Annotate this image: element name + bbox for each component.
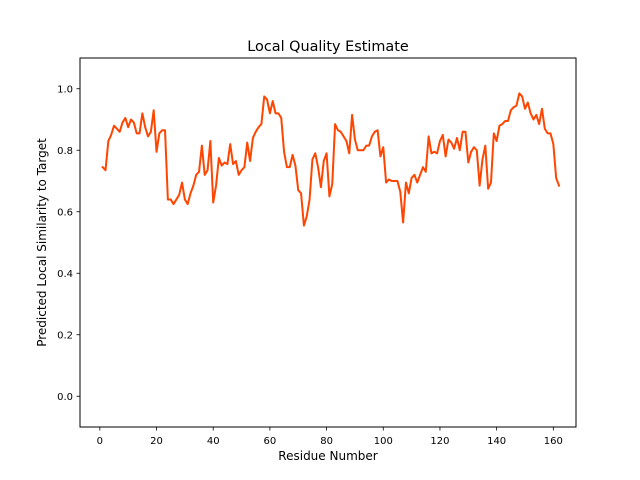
x-tick-label: 40 bbox=[207, 436, 220, 447]
y-tick-label: 0.4 bbox=[57, 269, 73, 280]
x-tick-label: 0 bbox=[97, 436, 103, 447]
x-axis-ticks: 0 20 40 60 80 100 120 140 160 bbox=[97, 427, 563, 447]
series-line bbox=[101, 92, 561, 227]
x-tick-label: 160 bbox=[544, 436, 563, 447]
x-axis-label: Residue Number bbox=[278, 449, 377, 463]
x-tick-label: 100 bbox=[374, 436, 393, 447]
x-tick-label: 80 bbox=[320, 436, 333, 447]
x-tick-label: 140 bbox=[487, 436, 506, 447]
plot-area bbox=[101, 92, 561, 227]
y-tick-label: 0.0 bbox=[57, 392, 73, 403]
y-axis-ticks: 0.0 0.2 0.4 0.6 0.8 1.0 bbox=[57, 84, 80, 403]
y-tick-label: 0.2 bbox=[57, 330, 73, 341]
x-tick-label: 60 bbox=[264, 436, 277, 447]
y-tick-label: 0.6 bbox=[57, 207, 73, 218]
y-tick-label: 1.0 bbox=[57, 84, 73, 95]
plot-frame bbox=[79, 57, 577, 428]
y-tick-label: 0.8 bbox=[57, 146, 73, 157]
y-axis-label: Predicted Local Similarity to Target bbox=[35, 138, 49, 347]
x-tick-label: 120 bbox=[430, 436, 449, 447]
x-tick-label: 20 bbox=[150, 436, 163, 447]
chart-title: Local Quality Estimate bbox=[247, 39, 409, 55]
